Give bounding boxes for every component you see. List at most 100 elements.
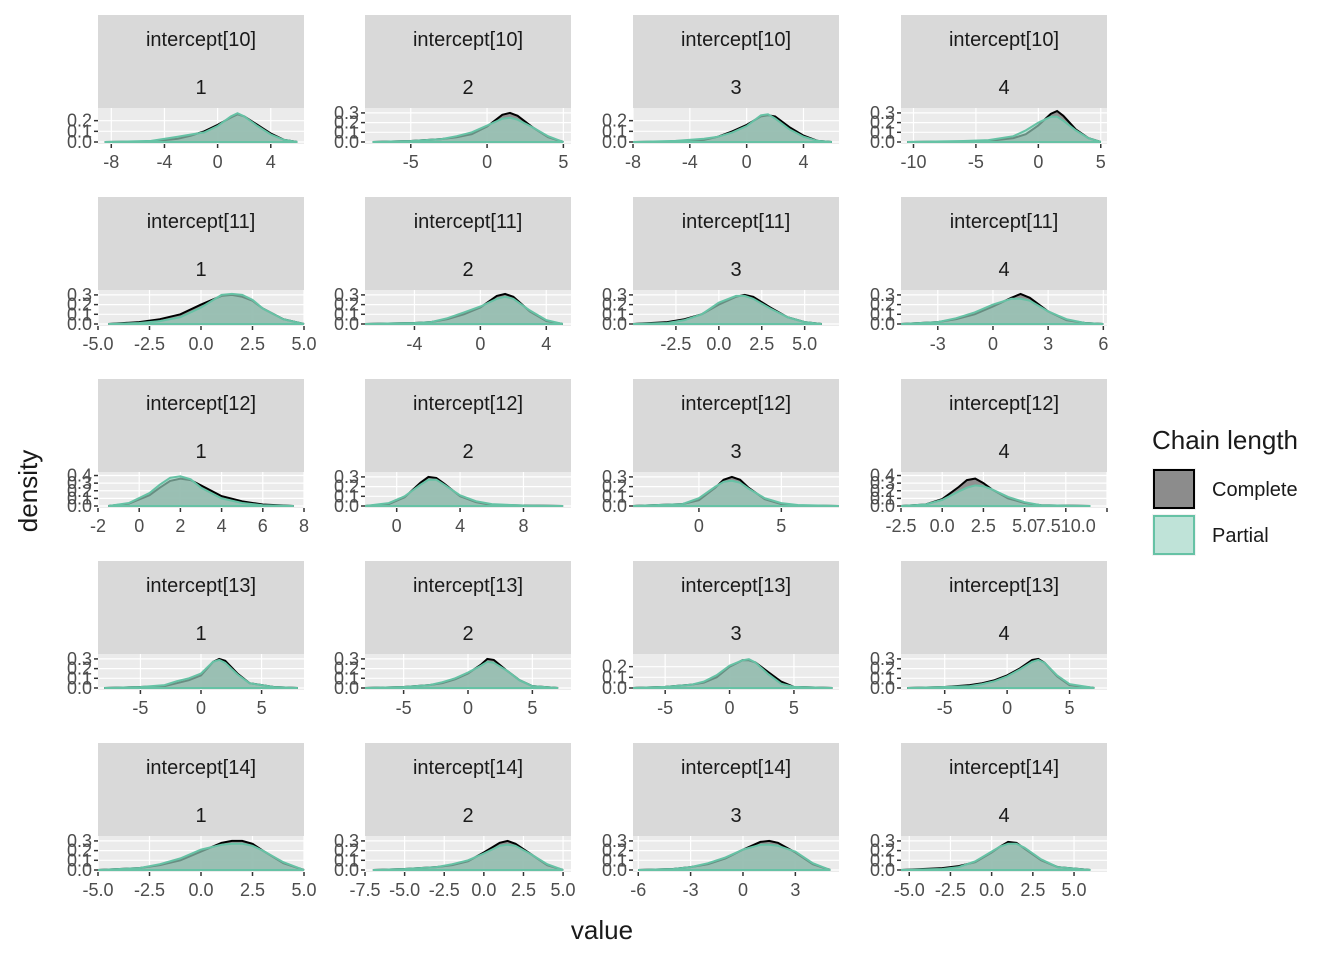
facet-strip [98, 561, 304, 654]
x-axis-title: value [571, 915, 633, 945]
x-tick-label: 6 [258, 516, 268, 536]
y-tick-label: 0.1 [870, 850, 895, 870]
y-tick-label: 0.3 [870, 649, 895, 669]
facet-panel-3-2: intercept[13] 3 0.00.10.2 -5 0 5 [602, 561, 839, 718]
x-tick-label: -3 [930, 334, 946, 354]
density-area-partial [104, 112, 298, 143]
x-tick-label: 0.0 [471, 880, 496, 900]
x-tick-label: 4 [266, 152, 276, 172]
y-tick-label: 0.1 [67, 850, 92, 870]
strip-label-param: intercept[11] [950, 211, 1059, 233]
strip-label-param: intercept[10] [146, 29, 256, 51]
y-tick-label: 0.0 [870, 678, 895, 698]
y-tick-label: 0.2 [334, 295, 359, 315]
y-tick-label: 0.0 [602, 496, 627, 516]
x-tick-label: -8 [103, 152, 119, 172]
x-tick-label: 0 [475, 334, 485, 354]
y-tick-label: 0.2 [870, 481, 895, 501]
facet-strip [633, 15, 839, 108]
y-tick-label: 0.2 [334, 841, 359, 861]
strip-label-param: intercept[11] [147, 211, 256, 233]
legend-key-partial [1153, 515, 1195, 555]
x-tick-label: -2.5 [134, 334, 165, 354]
strip-label-chain: 1 [195, 259, 206, 281]
x-tick-label: 5 [776, 516, 786, 536]
y-tick-label: 0.3 [334, 103, 359, 123]
strip-label-chain: 1 [195, 805, 206, 827]
x-tick-label: -5.0 [82, 880, 113, 900]
x-tick-label: -7.5 [349, 880, 380, 900]
y-tick-label: 0.3 [334, 285, 359, 305]
facet-panel-3-3: intercept[13] 4 0.00.10.20.3 -5 0 5 [870, 561, 1107, 718]
density-area-partial [108, 292, 305, 325]
y-tick-label: 0.3 [870, 831, 895, 851]
facet-panel-1-2: intercept[11]30.00.10.20.3-2.5 0.0 2.5 5.0 [602, 197, 839, 354]
y-tick-label: 0.1 [602, 850, 627, 870]
strip-label-chain: 2 [462, 441, 473, 463]
facet-panel-1-0: intercept[11]10.00.10.20.3-5.0 -2.5 0.0 2.5… [67, 197, 317, 354]
strip-label-chain: 3 [730, 77, 741, 99]
y-tick-label: 0.2 [334, 659, 359, 679]
density-area-partial [97, 842, 305, 871]
y-tick-label: 0.1 [602, 304, 627, 324]
x-tick-label: 3 [790, 880, 800, 900]
y-tick-label: 0.1 [602, 667, 627, 687]
x-tick-label: 6 [1098, 334, 1108, 354]
x-tick-label: 3 [1043, 334, 1053, 354]
facet-panel-4-0: intercept[14]10.00.10.20.3-5.0 -2.5 0.0 2.5… [67, 743, 317, 900]
y-tick-label: 0.0 [67, 132, 92, 152]
facet-strip [633, 379, 839, 472]
x-tick-label: 0.0 [706, 334, 731, 354]
x-tick-label: -2 [90, 516, 106, 536]
facet-panel-4-3: intercept[14]40.00.10.20.3-5.0 -2.5 0.0 2.5… [870, 743, 1107, 900]
facet-panel-4-1: intercept[14]20.00.10.20.3-7.5 -5.0 -2.5 0.… [334, 743, 576, 900]
x-tick-label: 8 [518, 516, 528, 536]
x-tick-label: -5 [657, 698, 673, 718]
y-tick-label: 0.0 [870, 860, 895, 880]
facet-panel-1-1: intercept[11] 2 0.00.10.20.3 -4 0 4 [334, 197, 571, 354]
y-tick-label: 0.3 [334, 649, 359, 669]
strip-label-chain: 2 [462, 623, 473, 645]
strip-label-param: intercept[14] [949, 757, 1059, 779]
strip-label-chain: 3 [730, 259, 741, 281]
x-tick-label: -6 [630, 880, 646, 900]
facet-panel-4-2: intercept[14] 3 0.00.10.20.3 -6 -3 0 3 [602, 743, 839, 900]
y-tick-label: 0.0 [870, 314, 895, 334]
density-area-partial [108, 475, 294, 507]
strip-label-chain: 4 [998, 259, 1009, 281]
x-tick-label: 2.5 [511, 880, 536, 900]
density-area-partial [364, 478, 564, 507]
strip-label-chain: 1 [195, 441, 206, 463]
facet-panel-0-0: intercept[10] 1 0.00.10.2 -8 -4 0 4 [67, 15, 304, 172]
density-area-partial [372, 843, 564, 871]
y-tick-label: 0.0 [334, 314, 359, 334]
facet-panel-2-0: intercept[12] 1 0.00.10.20.30.4 -2 0 2 4 6 8 [67, 379, 309, 536]
x-tick-label: 5 [789, 698, 799, 718]
facet-panel-1-3: intercept[11] 4 0.00.10.20.3 -3 0 3 6 [870, 197, 1108, 354]
x-tick-label: 5.0 [1012, 516, 1037, 536]
facet-strip [901, 15, 1107, 108]
x-tick-label: 2.5 [240, 334, 265, 354]
facet-strip [633, 743, 839, 836]
legend-key-complete [1153, 469, 1195, 509]
x-tick-label: 0 [988, 334, 998, 354]
x-tick-label: 0.0 [188, 880, 213, 900]
x-tick-label: 0 [482, 152, 492, 172]
strip-label-param: intercept[10] [413, 29, 523, 51]
y-tick-label: 0.3 [67, 831, 92, 851]
y-tick-label: 0.3 [67, 285, 92, 305]
strip-label-chain: 1 [195, 77, 206, 99]
y-tick-label: 0.0 [67, 678, 92, 698]
facet-strip [365, 561, 571, 654]
x-tick-label: -2.5 [885, 516, 916, 536]
strip-label-param: intercept[11] [682, 211, 791, 233]
y-tick-label: 0.3 [870, 473, 895, 493]
x-tick-label: -8 [625, 152, 641, 172]
strip-label-chain: 2 [462, 259, 473, 281]
facet-strip [365, 15, 571, 108]
density-area-partial [907, 115, 1102, 143]
y-tick-label: 0.1 [67, 121, 92, 141]
x-tick-label: 5.0 [291, 880, 316, 900]
